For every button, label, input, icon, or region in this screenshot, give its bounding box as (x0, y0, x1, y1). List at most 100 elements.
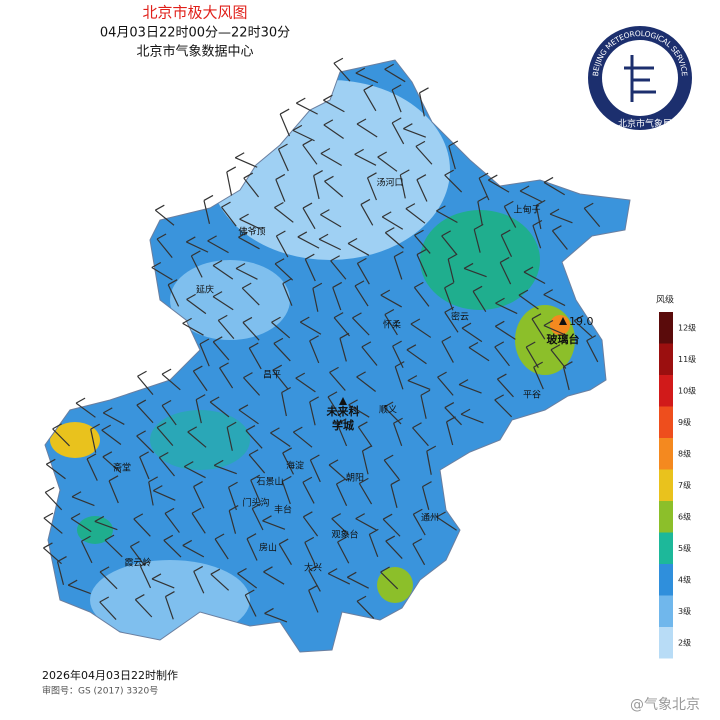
wind-barb (242, 322, 260, 341)
wind-barb (384, 314, 398, 336)
wind-barb (329, 371, 346, 391)
wind-barb-tick (337, 536, 347, 543)
wind-barb (279, 113, 291, 137)
wind-barb-tick (346, 571, 357, 578)
wind-barb (549, 213, 573, 224)
place-label: 海淀 (286, 460, 304, 472)
wind-barb-tick (535, 199, 546, 206)
wind-barb-tick (183, 461, 194, 468)
wind-barb (468, 347, 490, 362)
wind-barb-tick (403, 123, 413, 130)
wind-barb (330, 260, 347, 280)
wind-barb (272, 369, 289, 390)
wind-barb (246, 538, 258, 561)
wind-barb (361, 346, 378, 366)
wind-barb-tick (336, 478, 346, 485)
wind-barb (134, 599, 153, 618)
wind-barb (363, 89, 377, 112)
station-value: 19.0 (569, 315, 594, 328)
wind-barb (156, 427, 174, 447)
legend-label: 8级 (678, 449, 691, 459)
wind-barb (437, 376, 454, 396)
legend-swatch (659, 438, 673, 470)
wind-barb (348, 404, 370, 418)
wind-barb (183, 466, 206, 479)
wind-barb-tick (248, 449, 259, 456)
wind-barb-tick (137, 370, 147, 377)
legend-label: 11级 (678, 354, 696, 364)
wind-barb-tick (250, 474, 261, 481)
wind-barb (331, 518, 350, 536)
wind-barb (381, 216, 404, 230)
wind-barb-tick (193, 481, 203, 488)
wind-barb (164, 512, 180, 533)
wind-barb-tick (504, 200, 514, 207)
wind-barb-tick (494, 394, 504, 401)
wind-barb-tick (333, 312, 344, 319)
wind-barb (161, 373, 181, 391)
wind-barb (302, 144, 318, 165)
wind-barb-tick (293, 426, 303, 433)
wind-barb-tick (352, 312, 362, 319)
legend-swatch (659, 406, 673, 438)
wind-barb-tick (348, 399, 358, 406)
wind-barb-tick (523, 266, 534, 273)
wind-barb (262, 520, 286, 530)
wind-barb (463, 267, 487, 278)
wind-barb (336, 423, 348, 447)
wind-barb (313, 175, 320, 200)
wind-barb (380, 294, 402, 308)
wind-barb-tick (532, 219, 543, 226)
wind-barb (352, 317, 370, 336)
wind-barb-tick (437, 371, 447, 378)
wind-barb (187, 431, 207, 448)
wind-barb (212, 264, 234, 280)
wind-barb-tick (400, 169, 410, 176)
wind-barb-tick (304, 536, 315, 543)
wind-barb-tick (472, 285, 483, 292)
wind-barb (460, 413, 484, 424)
wind-barb (277, 148, 289, 172)
wind-barb-tick (488, 174, 498, 181)
wind-barb (151, 267, 173, 281)
wind-barb (562, 366, 570, 391)
wind-barb-tick (468, 342, 479, 349)
wind-barb (416, 254, 428, 277)
wind-barb-tick (238, 231, 248, 238)
wind-barb-tick (155, 204, 165, 211)
wind-barb (354, 285, 369, 307)
wind-barb (308, 590, 319, 613)
wind-barb (356, 123, 378, 138)
wind-barb-tick (497, 373, 507, 380)
logo: BEIJING METEOROLOGICAL SERVICE 北京市气象局 (588, 26, 692, 130)
wind-barb-tick (347, 237, 358, 244)
wind-barb (543, 181, 565, 196)
wind-barb-tick (282, 277, 293, 285)
wind-barb-tick (156, 421, 167, 429)
wind-barb (332, 287, 342, 311)
wind-barb (385, 540, 403, 559)
wind-barb (421, 486, 430, 510)
wind-barb-tick (312, 282, 323, 289)
wind-barb-tick (99, 566, 110, 573)
wind-barb (56, 561, 65, 585)
wind-barb (209, 401, 230, 418)
wind-barb (217, 319, 235, 339)
wind-barb-tick (43, 542, 53, 549)
wind-barb (161, 405, 177, 426)
legend-swatch (659, 627, 673, 659)
wind-barb (382, 518, 401, 537)
wind-barbs (43, 57, 601, 623)
wind-barb (535, 205, 542, 230)
wind-barb-tick (405, 203, 416, 210)
wind-barb-tick (221, 201, 231, 208)
wind-barb (543, 294, 566, 307)
wind-barb-tick (355, 513, 365, 520)
wind-barb-tick (407, 375, 418, 382)
wind-barb (241, 287, 260, 306)
legend-label: 12级 (678, 323, 696, 333)
wind-barb (361, 450, 369, 475)
wind-barb-tick (90, 423, 101, 430)
wind-barb (235, 267, 258, 280)
wind-barb-tick (441, 335, 452, 343)
